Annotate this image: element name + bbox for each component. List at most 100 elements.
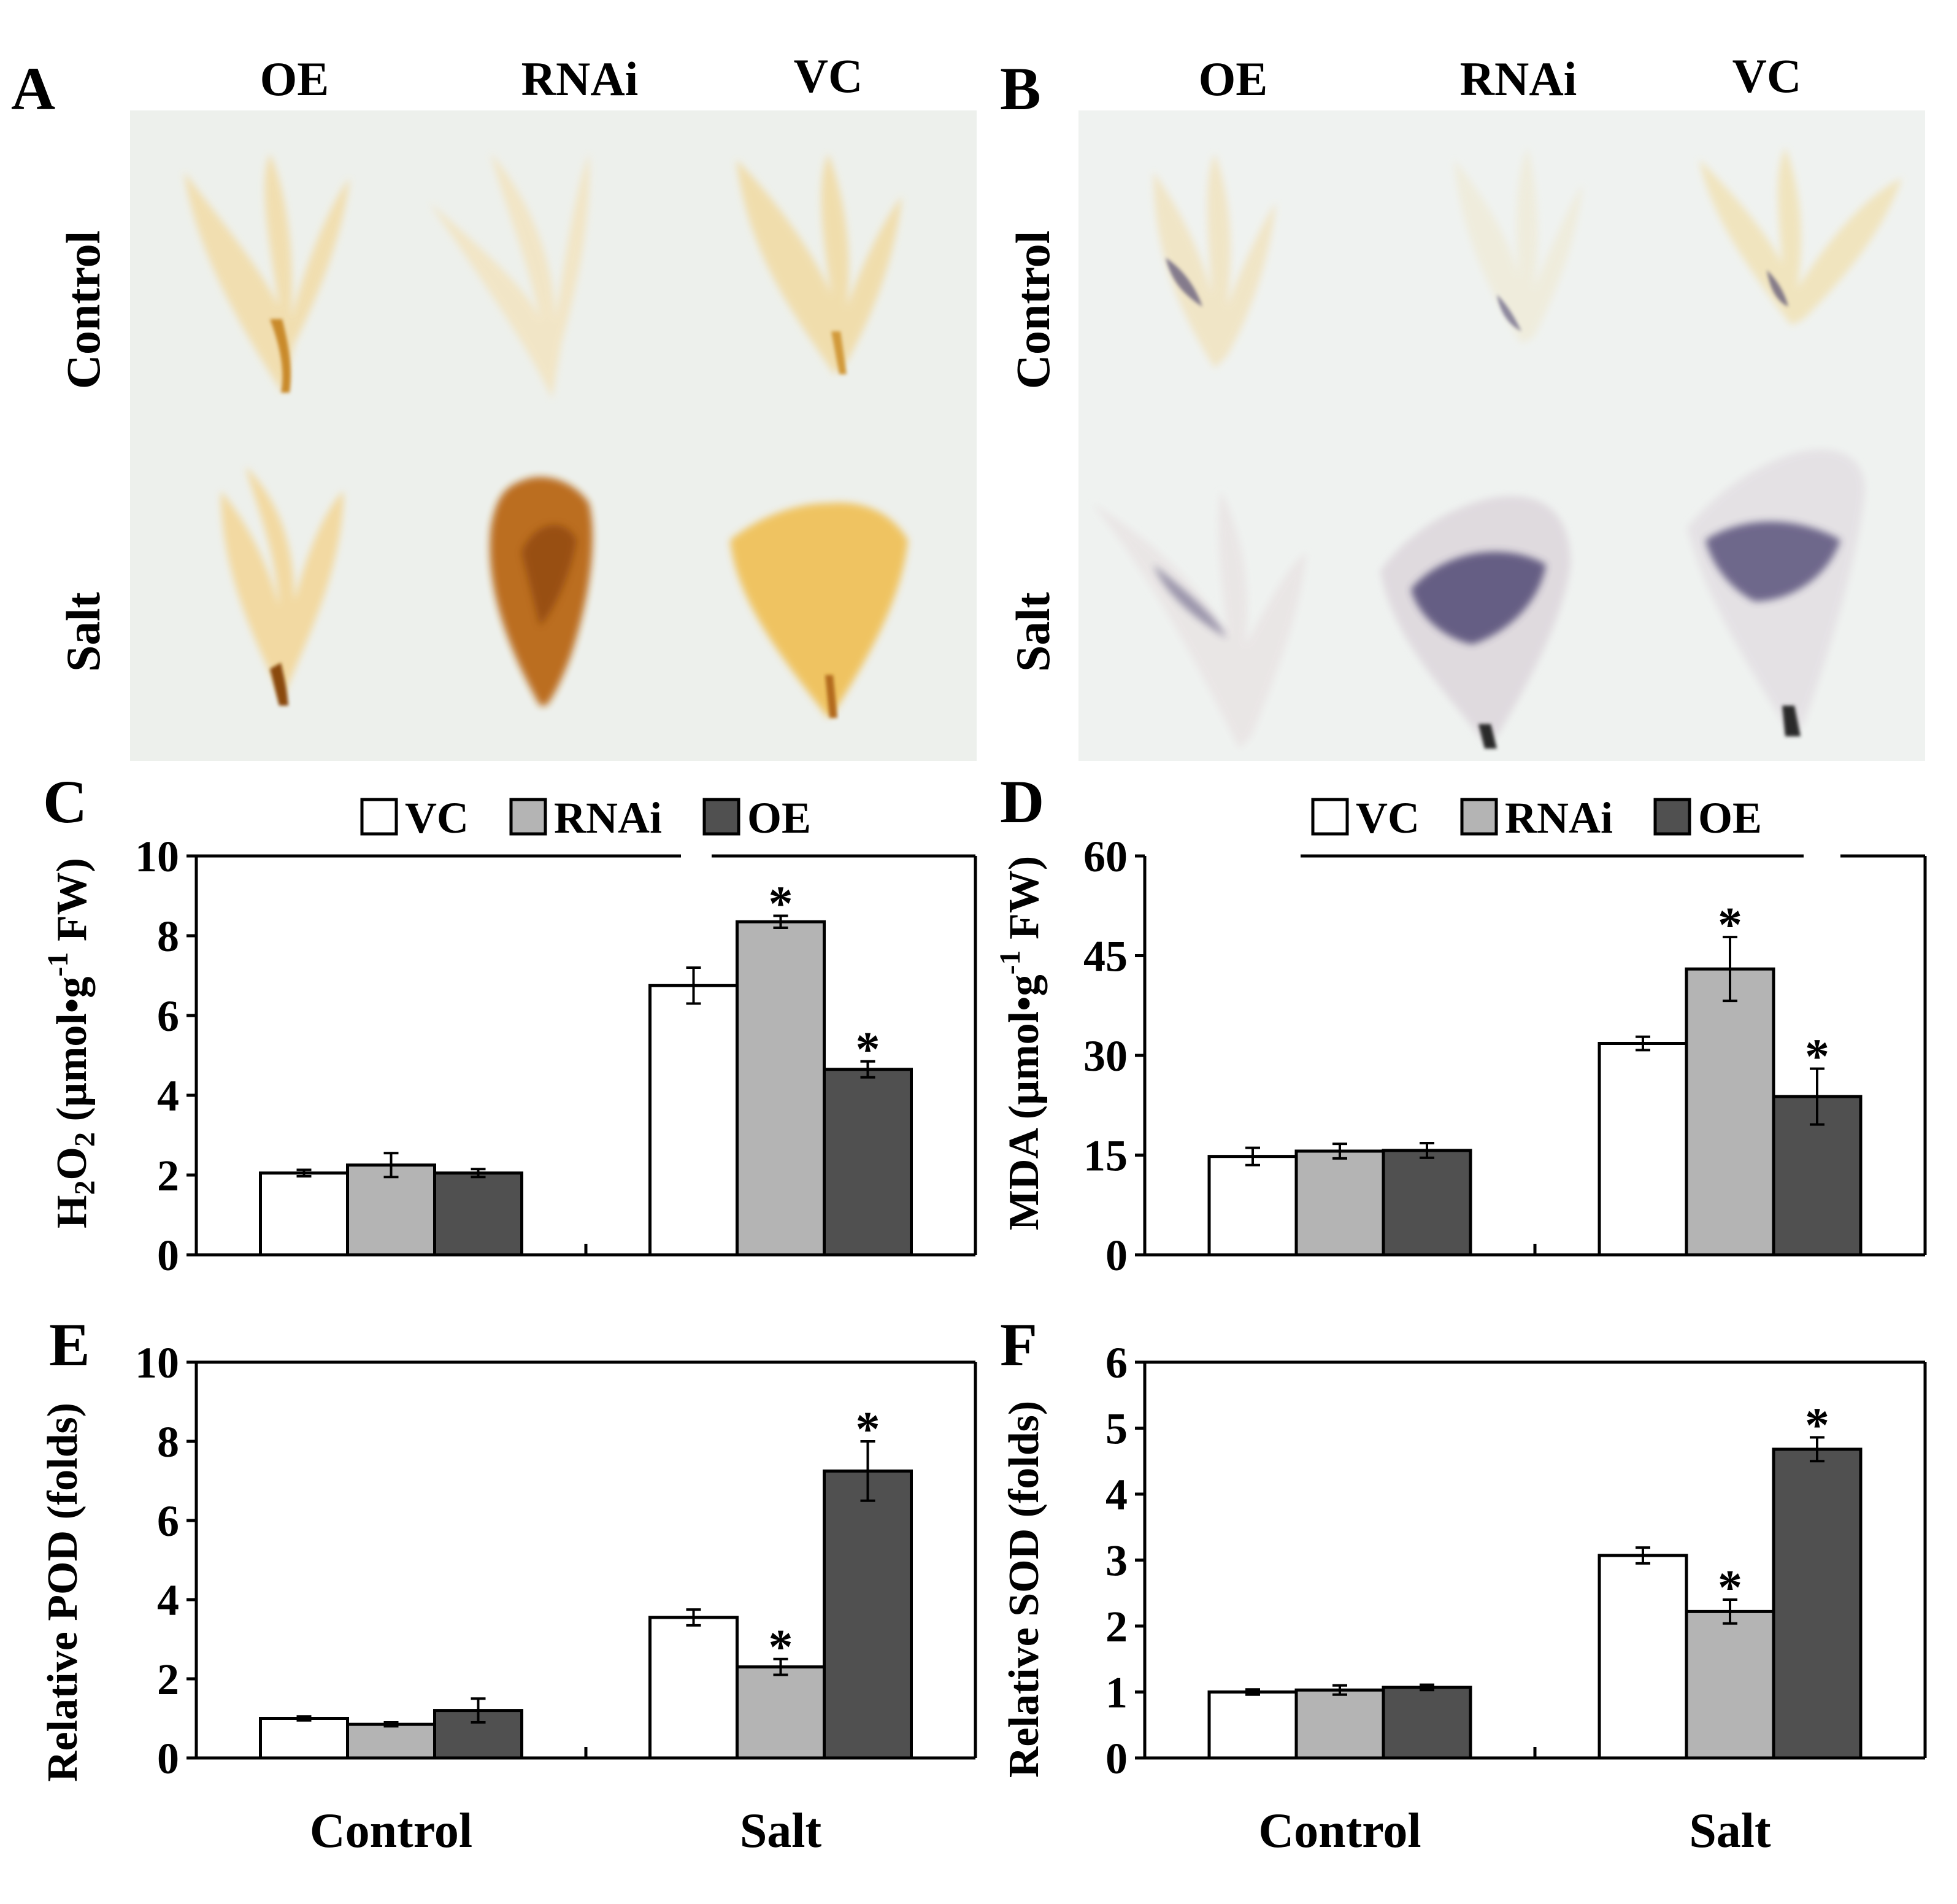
- seedling-vc-control: [1699, 147, 1902, 325]
- column-label-rnai: RNAi: [1460, 52, 1577, 106]
- significance-marker: *: [769, 877, 793, 931]
- panel-label-d: D: [1000, 768, 1044, 836]
- y-axis-label: H2O2 (µmol•g-1 FW): [42, 858, 101, 1228]
- seedling-vc-salt: [1687, 449, 1865, 736]
- row-label-control: Control: [56, 231, 110, 390]
- panel-d: D VC RNAi OE MDA (µmol•g-1 FW) 0 15 30 45 60…: [994, 768, 1927, 1280]
- panel-label-c: C: [43, 768, 87, 836]
- y-tick-label: 8: [157, 912, 179, 961]
- bar-vc: [1598, 1042, 1688, 1257]
- bar-rnai: [736, 1665, 826, 1760]
- bar-rnai: [1685, 1609, 1775, 1760]
- y-tick-label: 10: [135, 1338, 179, 1387]
- seedling-oe-control: [1153, 153, 1276, 368]
- legend-swatch-rnai: [1460, 798, 1498, 836]
- y-tick-label: 6: [157, 992, 179, 1041]
- photo-dab-staining: [130, 110, 977, 761]
- seedling-rnai-control: [429, 153, 590, 399]
- chart-c: 0 2 4 6 8 10 * *: [135, 832, 977, 1280]
- chart-d: 0 15 30 45 60 * *: [1083, 832, 1927, 1280]
- y-tick-label: 30: [1083, 1031, 1128, 1081]
- y-tick-label: 4: [157, 1576, 179, 1625]
- bar-rnai: [736, 920, 826, 1257]
- column-label-oe: OE: [260, 52, 329, 106]
- legend-swatch-vc: [360, 798, 398, 836]
- significance-marker: *: [1718, 898, 1742, 952]
- panel-label-b: B: [1000, 55, 1041, 123]
- panel-c: C VC RNAi OE H2O2 (µmol•g-1 FW) 0 2 4 6 8 10 *…: [42, 768, 977, 1280]
- legend-swatch-vc: [1311, 798, 1349, 836]
- legend-label-rnai: RNAi: [1505, 793, 1613, 842]
- row-label-salt: Salt: [56, 592, 110, 672]
- panel-b: B OE RNAi VC Control Salt: [1000, 49, 1925, 761]
- bar-vc: [1207, 1690, 1298, 1760]
- seedling-rnai-salt: [1380, 496, 1571, 749]
- y-tick-label: 4: [157, 1071, 179, 1120]
- bar-oe: [823, 1068, 913, 1257]
- significance-marker: *: [856, 1403, 880, 1457]
- significance-marker: *: [1805, 1030, 1829, 1084]
- y-tick-label: 0: [157, 1734, 179, 1783]
- y-tick-label: 15: [1083, 1131, 1128, 1181]
- legend-swatch-oe: [702, 798, 740, 836]
- significance-marker: *: [856, 1023, 880, 1077]
- y-tick-label: 2: [157, 1151, 179, 1200]
- y-tick-label: 60: [1083, 832, 1128, 881]
- y-tick-label: 4: [1105, 1470, 1128, 1519]
- bar-oe: [823, 1469, 913, 1760]
- bar-rnai: [346, 1163, 436, 1257]
- legend: VC RNAi OE: [1311, 793, 1762, 842]
- bar-oe: [1772, 1447, 1863, 1760]
- y-tick-label: 10: [135, 832, 179, 881]
- photo-nbt-staining: [1078, 110, 1925, 761]
- legend-label-vc: VC: [405, 793, 469, 842]
- seedling-vc-salt: [730, 503, 908, 718]
- seedling-oe-salt: [221, 466, 344, 706]
- bar-vc: [259, 1717, 349, 1760]
- legend-label-oe: OE: [1698, 793, 1762, 842]
- bar-rnai: [1685, 967, 1775, 1257]
- seedling-oe-salt: [1092, 491, 1307, 749]
- significance-marker: *: [1718, 1561, 1742, 1615]
- y-axis-label: Relative POD (folds): [39, 1403, 87, 1782]
- bar-rnai: [1294, 1688, 1385, 1760]
- row-label-control: Control: [1006, 231, 1059, 390]
- bar-vc: [648, 984, 739, 1257]
- panel-e: E Relative POD (folds) 0 2 4 6 8 10 Control Sal…: [39, 1311, 977, 1858]
- bar-rnai: [1294, 1149, 1385, 1257]
- legend-swatch-oe: [1653, 798, 1691, 836]
- y-axis-label: MDA (µmol•g-1 FW): [994, 856, 1048, 1230]
- x-category-label: Salt: [740, 1804, 822, 1858]
- chart-e: 0 2 4 6 8 10 Control Salt * *: [135, 1338, 977, 1858]
- y-tick-label: 0: [1105, 1734, 1128, 1783]
- y-axis-label: Relative SOD (folds): [1001, 1401, 1048, 1778]
- chart-f: 0 1 2 3 4 5 6 Control Salt * *: [1105, 1338, 1927, 1858]
- legend-swatch-rnai: [509, 798, 547, 836]
- panel-label-a: A: [11, 55, 55, 123]
- seedling-rnai-salt: [490, 477, 593, 706]
- y-tick-label: 2: [1105, 1602, 1128, 1651]
- bar-vc: [259, 1171, 349, 1257]
- y-tick-label: 3: [1105, 1536, 1128, 1586]
- x-category-label: Control: [310, 1804, 472, 1858]
- column-label-oe: OE: [1199, 52, 1268, 106]
- y-tick-label: 2: [157, 1655, 179, 1704]
- seedling-oe-control: [184, 153, 350, 393]
- seedling-rnai-control: [1454, 147, 1583, 344]
- row-label-salt: Salt: [1006, 592, 1059, 672]
- column-label-rnai: RNAi: [521, 52, 639, 106]
- y-tick-label: 0: [157, 1231, 179, 1280]
- y-tick-label: 6: [1105, 1338, 1128, 1387]
- legend-label-oe: OE: [747, 793, 811, 842]
- y-tick-label: 1: [1105, 1668, 1128, 1717]
- legend-label-rnai: RNAi: [554, 793, 662, 842]
- y-tick-label: 8: [157, 1417, 179, 1467]
- column-label-vc: VC: [794, 49, 863, 102]
- y-tick-label: 5: [1105, 1405, 1128, 1454]
- column-label-vc: VC: [1732, 49, 1802, 102]
- bar-oe: [1382, 1149, 1472, 1257]
- bar-oe: [433, 1171, 523, 1257]
- bar-vc: [648, 1616, 739, 1760]
- significance-marker: *: [769, 1621, 793, 1675]
